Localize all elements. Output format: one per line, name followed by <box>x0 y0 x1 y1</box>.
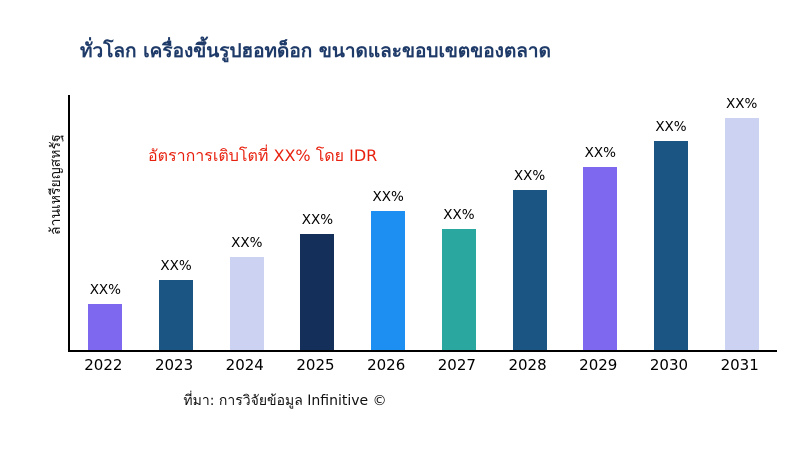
x-tick-2029: 2029 <box>579 356 618 374</box>
bar-value-label: XX% <box>231 235 263 251</box>
bar-2022 <box>88 304 123 350</box>
bar-group: XX% <box>424 207 495 350</box>
bar-group: XX% <box>706 96 777 350</box>
source-text: ที่มา: การวิจัยข้อมูล Infinitive © <box>183 393 387 409</box>
bar-2023 <box>159 280 194 350</box>
bar-value-label: XX% <box>160 258 192 274</box>
bars-row: XX% XX% XX% XX% XX% XX% XX% XX% XX% XX% <box>70 95 777 350</box>
bar-2024 <box>229 257 264 350</box>
plot-area: XX% XX% XX% XX% XX% XX% XX% XX% XX% XX% <box>68 95 777 352</box>
bar-2027 <box>441 229 476 350</box>
bar-2029 <box>583 167 618 350</box>
bar-group: XX% <box>211 235 282 350</box>
bar-value-label: XX% <box>89 282 122 298</box>
bar-2026 <box>371 211 406 350</box>
x-tick-2024: 2024 <box>225 356 264 374</box>
bar-group: XX% <box>565 145 636 350</box>
y-axis-label: ล้านเหรียญสหรัฐ <box>48 134 64 235</box>
x-tick-2031: 2031 <box>720 356 759 374</box>
growth-annotation: อัตราการเติบโตที่ XX% โดย IDR <box>148 146 378 165</box>
bar-2025 <box>300 234 335 350</box>
bar-value-label: XX% <box>301 212 334 228</box>
bar-2031 <box>724 118 759 350</box>
x-tick-2030: 2030 <box>649 356 689 374</box>
bar-value-label: XX% <box>372 189 404 205</box>
bar-value-label: XX% <box>513 168 546 184</box>
x-tick-2023: 2023 <box>154 356 194 374</box>
bar-value-label: XX% <box>726 96 758 112</box>
bar-value-label: XX% <box>443 207 475 223</box>
page-title: ทั่วโลก เครื่องขึ้นรูปฮอทด็อก ขนาดและขอบ… <box>80 40 551 62</box>
bar-value-label: XX% <box>655 119 687 135</box>
bar-group: XX% <box>636 119 707 350</box>
bar-group: XX% <box>353 189 424 350</box>
x-axis-labels: 2022 2023 2024 2025 2026 2027 2028 2029 2030 2031 <box>68 356 775 374</box>
bar-value-label: XX% <box>584 145 616 161</box>
bar-2028 <box>512 190 547 350</box>
bar-2030 <box>653 141 688 350</box>
bar-group: XX% <box>141 258 212 350</box>
x-tick-2028: 2028 <box>508 356 547 374</box>
x-tick-2026: 2026 <box>367 356 406 374</box>
x-tick-2022: 2022 <box>84 356 123 374</box>
x-tick-2025: 2025 <box>296 356 335 374</box>
bar-group: XX% <box>282 212 353 350</box>
x-tick-2027: 2027 <box>437 356 476 374</box>
bar-group: XX% <box>70 282 141 350</box>
bar-group: XX% <box>494 168 565 350</box>
